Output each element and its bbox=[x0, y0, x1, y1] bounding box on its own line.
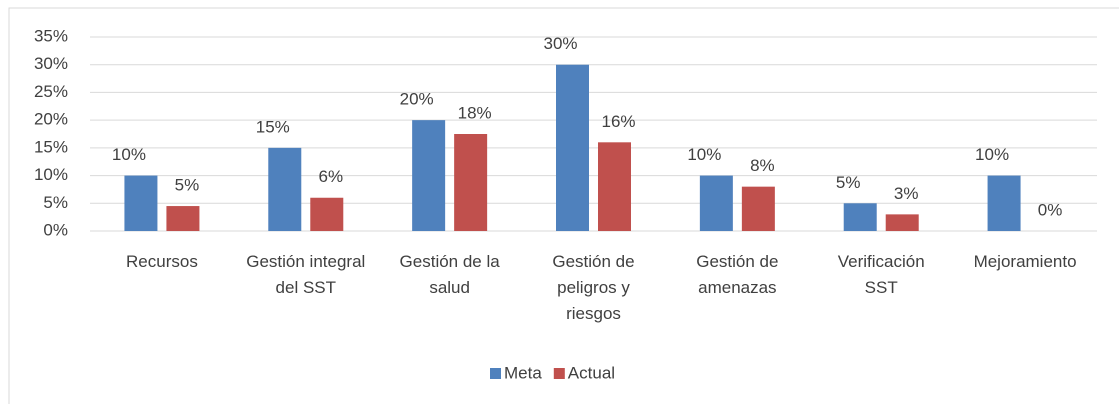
data-label: 30% bbox=[543, 34, 577, 53]
data-label: 5% bbox=[836, 173, 861, 192]
bar bbox=[454, 134, 488, 231]
bar bbox=[268, 147, 302, 231]
x-tick-label: Gestión de amenazas bbox=[696, 252, 779, 297]
x-tick-label: Gestión de la salud bbox=[399, 252, 500, 297]
bar bbox=[699, 175, 733, 231]
bar bbox=[987, 175, 1021, 231]
data-label: 6% bbox=[318, 167, 343, 186]
y-tick-label: 20% bbox=[34, 110, 68, 129]
x-tick-label: Mejoramiento bbox=[973, 252, 1077, 271]
bar bbox=[556, 64, 589, 231]
y-tick-label: 30% bbox=[34, 54, 68, 73]
data-label: 10% bbox=[975, 145, 1009, 164]
y-tick-label: 25% bbox=[34, 82, 68, 101]
bar bbox=[741, 186, 775, 231]
legend-label: Actual bbox=[568, 363, 615, 382]
legend-swatch bbox=[490, 368, 501, 379]
data-label: 20% bbox=[400, 90, 434, 109]
bar bbox=[885, 214, 919, 231]
x-tick-label: Gestión integral del SST bbox=[246, 252, 366, 297]
bar bbox=[412, 120, 446, 231]
x-tick-label: Gestión de peligros y riesgos bbox=[552, 252, 635, 323]
data-label: 10% bbox=[112, 145, 146, 164]
data-label: 0% bbox=[1038, 200, 1063, 219]
legend-swatch bbox=[553, 368, 565, 379]
x-tick-label: Verificación SST bbox=[837, 252, 925, 297]
data-label: 3% bbox=[894, 184, 919, 203]
y-tick-label: 15% bbox=[34, 137, 68, 156]
data-label: 18% bbox=[458, 103, 492, 122]
data-label: 5% bbox=[175, 176, 200, 195]
bar bbox=[843, 203, 877, 231]
bar bbox=[124, 175, 158, 231]
y-tick-label: 5% bbox=[43, 193, 68, 212]
data-label: 10% bbox=[687, 145, 721, 164]
data-label: 15% bbox=[256, 117, 290, 136]
y-tick-label: 10% bbox=[34, 165, 68, 184]
bar bbox=[310, 197, 344, 231]
y-tick-label: 35% bbox=[34, 26, 68, 45]
bar bbox=[598, 142, 631, 231]
y-tick-label: 0% bbox=[43, 220, 68, 239]
data-label: 16% bbox=[601, 112, 635, 131]
legend-label: Meta bbox=[504, 363, 542, 382]
x-tick-label: Recursos bbox=[126, 252, 198, 271]
data-label: 8% bbox=[750, 156, 775, 175]
bar bbox=[166, 206, 200, 231]
